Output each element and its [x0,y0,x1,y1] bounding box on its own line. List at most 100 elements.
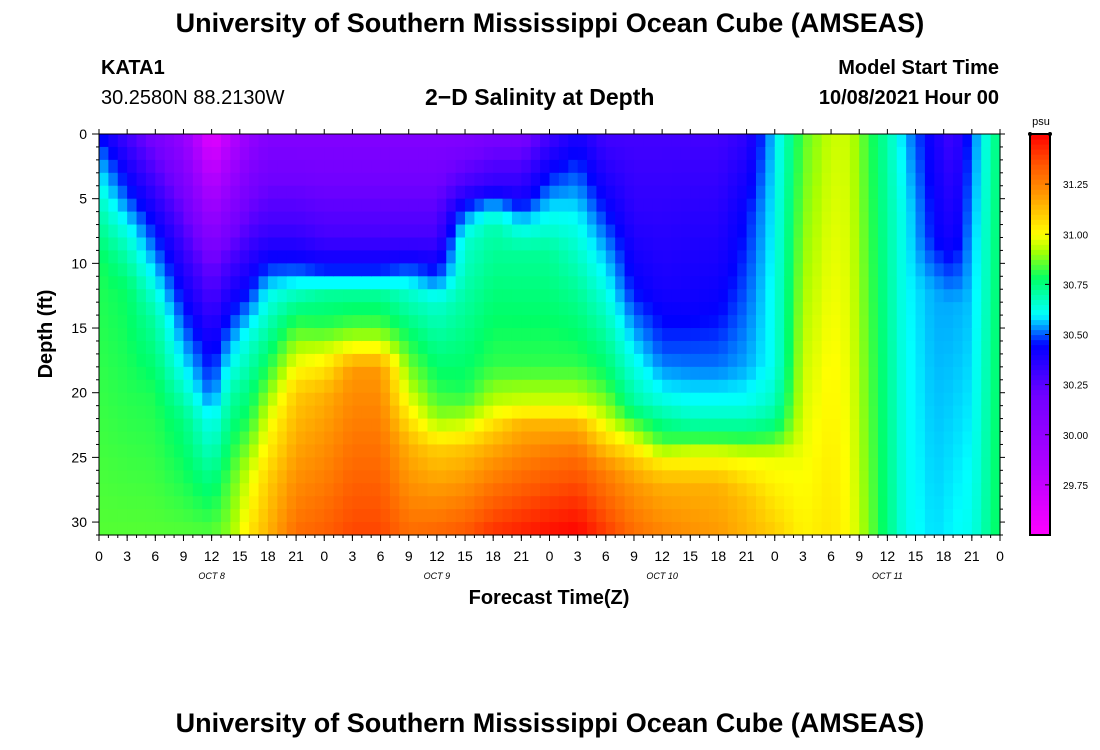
heatmap-cell [821,470,832,484]
heatmap-cell [305,405,316,420]
heatmap-cell [962,405,973,420]
heatmap-cell [333,146,344,161]
heatmap-cell [605,418,616,433]
heatmap-cell [192,146,203,161]
heatmap-cell [183,353,194,368]
heatmap-cell [465,444,476,458]
heatmap-cell [558,379,569,394]
heatmap-cell [474,340,485,355]
heatmap-cell [192,431,203,446]
heatmap-cell [258,276,269,290]
heatmap-cell [990,392,1001,407]
heatmap-cell [296,159,307,174]
heatmap-cell [887,522,898,536]
heatmap-cell [737,224,748,239]
heatmap-cell [709,483,720,497]
heatmap-cell [277,134,288,148]
heatmap-cell [117,340,128,355]
heatmap-cell [943,211,954,226]
heatmap-cell [690,198,701,213]
heatmap-cell [436,392,447,407]
heatmap-cell [145,289,156,303]
heatmap-cell [990,185,1001,200]
heatmap-cell [727,496,738,510]
heatmap-cell [727,431,738,446]
heatmap-cell [258,211,269,226]
heatmap-cell [465,353,476,368]
heatmap-cell [258,483,269,497]
heatmap-cell [99,483,109,497]
heatmap-cell [802,496,813,510]
heatmap-cell [324,470,335,484]
heatmap-cell [521,340,532,355]
heatmap-cell [221,405,231,420]
heatmap-cell [558,444,569,458]
heatmap-cell [343,509,354,523]
heatmap-cell [408,470,419,484]
heatmap-cell [474,315,485,329]
colorbar-cell [1030,144,1050,150]
heatmap-cell [511,276,522,290]
heatmap-cell [765,172,776,187]
heatmap-cell [540,315,551,329]
heatmap-cell [286,134,297,148]
heatmap-cell [990,340,1001,355]
heatmap-cell [690,405,701,420]
heatmap-cell [136,470,147,484]
heatmap-cell [436,276,447,290]
heatmap-cell [924,418,935,433]
heatmap-cell [286,483,297,497]
heatmap-cell [624,405,635,420]
heatmap-cell [887,276,898,290]
heatmap-cell [324,134,335,148]
heatmap-cell [896,418,907,433]
heatmap-cell [981,418,992,433]
heatmap-cell [680,185,691,200]
colorbar-cell [1030,529,1050,536]
heatmap-cell [202,211,213,226]
heatmap-cell [821,366,832,381]
heatmap-cell [549,522,560,536]
heatmap-cell [136,211,147,226]
heatmap-cell [502,353,513,368]
heatmap-cell [802,146,813,161]
heatmap-cell [859,289,870,303]
heatmap-cell [380,263,391,277]
heatmap-cell [727,405,738,420]
heatmap-cell [521,483,532,497]
colorbar-cell [1030,334,1050,341]
heatmap-cell [408,198,419,213]
heatmap-cell [605,457,616,471]
heatmap-cell [230,185,241,200]
heatmap-cell [624,146,635,161]
heatmap-cell [727,522,738,536]
heatmap-cell [305,289,316,303]
heatmap-cell [981,211,992,226]
heatmap-cell [511,198,522,213]
heatmap-cell [361,315,372,329]
heatmap-cell [643,276,654,290]
heatmap-cell [249,146,260,161]
colorbar-cell [1030,229,1050,235]
heatmap-cell [887,224,898,239]
heatmap-cell [371,522,382,536]
heatmap-cell [821,172,832,187]
colorbar-tick-label: 30.25 [1063,381,1088,392]
heatmap-cell [971,198,982,213]
heatmap-cell [305,379,316,394]
heatmap-cell [587,237,598,252]
heatmap-cell [568,353,579,368]
heatmap-cell [314,379,325,394]
heatmap-cell [821,328,832,342]
heatmap-cell [127,496,138,510]
heatmap-cell [136,444,147,458]
heatmap-cell [774,134,785,148]
heatmap-cell [127,379,138,394]
heatmap-cell [887,185,898,200]
heatmap-cell [399,315,410,329]
heatmap-cell [793,496,804,510]
heatmap-cell [962,289,973,303]
heatmap-cell [662,289,673,303]
heatmap-cell [343,146,354,161]
heatmap-cell [699,509,710,523]
